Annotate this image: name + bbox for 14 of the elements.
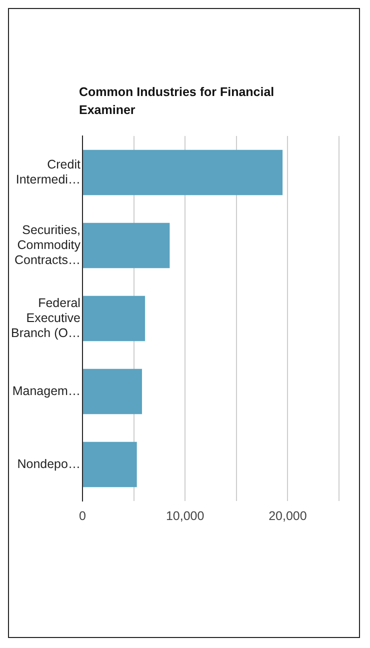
x-tick-label: 20,000 [268,508,307,523]
y-tick-label: Managem… [12,384,80,398]
y-tick-label: Securities, Commodity Contracts… [14,222,82,267]
bar [82,150,283,196]
bar [82,222,170,268]
x-tick-label: 10,000 [166,508,204,523]
chart-title: Common Industries for Financial Examiner [79,84,276,119]
bar [82,296,146,342]
y-tick-label: Nondepo… [17,456,80,471]
bar [82,442,137,488]
x-tick-label: 0 [78,508,86,523]
y-tick-label: Federal Executive Branch (O… [10,296,80,340]
bar [82,368,142,414]
y-tick-label: Credit Intermedi… [16,157,81,186]
